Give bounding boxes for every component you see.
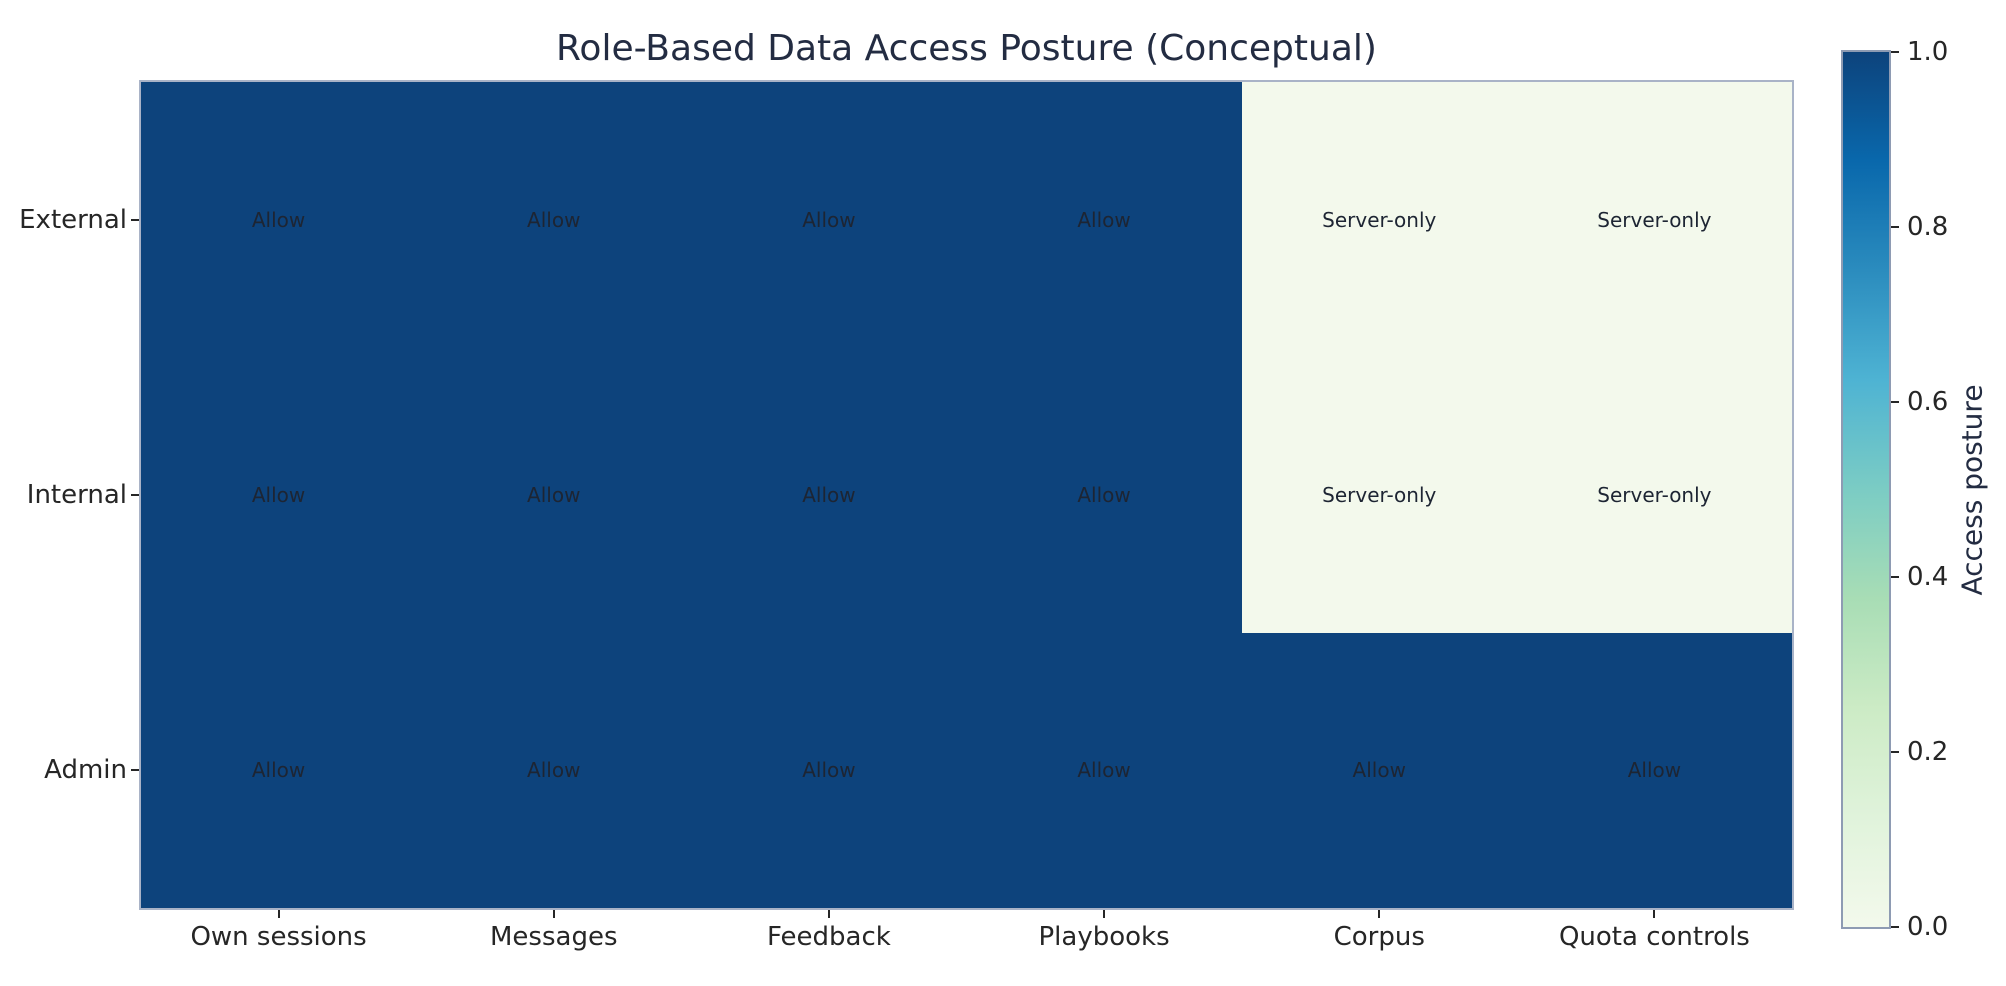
y-axis-tick-label: Admin: [44, 755, 127, 786]
chart-title: Role-Based Data Access Posture (Conceptu…: [556, 28, 1377, 69]
heatmap-cell: Allow: [691, 357, 967, 633]
heatmap-cell: Allow: [416, 632, 692, 908]
cell-label: Server-only: [1322, 207, 1437, 232]
heatmap-cell: Allow: [966, 632, 1242, 908]
y-tick-mark: [131, 494, 139, 496]
colorbar-tick-mark: [1891, 226, 1899, 228]
cell-label: Allow: [1627, 758, 1682, 783]
colorbar-gradient: [1841, 50, 1891, 929]
cell-label: Allow: [1077, 207, 1131, 232]
x-tick-mark: [1378, 910, 1381, 918]
colorbar-tick-label: 0.0: [1907, 912, 1949, 942]
cell-label: Allow: [251, 207, 306, 232]
heatmap-cell: Allow: [691, 632, 967, 908]
x-axis-tick-label: Feedback: [766, 922, 891, 952]
cell-label: Allow: [527, 758, 581, 783]
cell-label: Allow: [251, 482, 306, 507]
heatmap-cell: Server-only: [1516, 82, 1792, 358]
colorbar-tick-label: 0.2: [1907, 737, 1949, 767]
cell-label: Allow: [1077, 758, 1131, 783]
cell-label: Allow: [527, 482, 581, 507]
colorbar-tick-label: 1.0: [1907, 37, 1949, 67]
heatmap-cell: Allow: [416, 82, 692, 358]
x-axis-tick-label: Quota controls: [1558, 922, 1750, 952]
x-axis-tick-label: Corpus: [1333, 922, 1425, 952]
cell-label: Allow: [1077, 482, 1131, 507]
heatmap-cell: Allow: [141, 357, 417, 633]
heatmap-cell: Allow: [966, 82, 1242, 358]
heatmap-cell: Allow: [966, 357, 1242, 633]
heatmap-cell: Allow: [691, 82, 967, 358]
heatmap-cell: Server-only: [1516, 357, 1792, 633]
heatmap-cell: Allow: [1241, 632, 1517, 908]
x-tick-mark: [277, 910, 280, 918]
y-tick-mark: [131, 218, 139, 221]
x-tick-mark: [552, 910, 555, 918]
x-axis-tick-label: Own sessions: [190, 922, 367, 952]
x-tick-mark: [1653, 910, 1656, 918]
cell-label: Server-only: [1597, 207, 1712, 232]
y-axis-tick-label: External: [19, 204, 127, 235]
heatmap-cell: Allow: [416, 357, 692, 633]
heatmap-cell: Allow: [141, 82, 417, 358]
colorbar-tick-mark: [1891, 751, 1899, 753]
colorbar-tick-mark: [1891, 51, 1899, 53]
x-axis-tick-label: Playbooks: [1038, 922, 1170, 952]
cell-label: Server-only: [1597, 482, 1712, 507]
colorbar-tick-label: 0.4: [1907, 562, 1949, 592]
cell-label: Allow: [251, 758, 306, 783]
cell-label: Allow: [1352, 758, 1406, 783]
colorbar-tick-label: 0.8: [1907, 212, 1949, 242]
y-axis-tick-label: Internal: [26, 480, 127, 510]
colorbar-tick-label: 0.6: [1907, 387, 1949, 417]
y-tick-mark: [131, 769, 139, 772]
heatmap-grid: Allow Allow Allow Allow Server-only Server-on…: [139, 80, 1794, 910]
heatmap-cell: Server-only: [1241, 82, 1517, 358]
heatmap-cell: Allow: [141, 632, 417, 908]
cell-label: Server-only: [1322, 482, 1437, 507]
x-tick-mark: [827, 910, 830, 918]
colorbar-tick-mark: [1891, 401, 1899, 403]
cell-label: Allow: [802, 207, 856, 232]
colorbar-tick-mark: [1891, 926, 1899, 928]
cell-label: Allow: [802, 482, 856, 507]
cell-label: Allow: [527, 207, 581, 232]
colorbar-tick-mark: [1891, 576, 1899, 578]
x-tick-mark: [1103, 910, 1106, 918]
heatmap-cell: Allow: [1516, 632, 1792, 908]
cell-label: Allow: [802, 758, 856, 783]
x-axis-tick-label: Messages: [490, 922, 618, 952]
colorbar-label: Access posture: [1955, 384, 1989, 596]
heatmap-cell: Server-only: [1241, 357, 1517, 633]
